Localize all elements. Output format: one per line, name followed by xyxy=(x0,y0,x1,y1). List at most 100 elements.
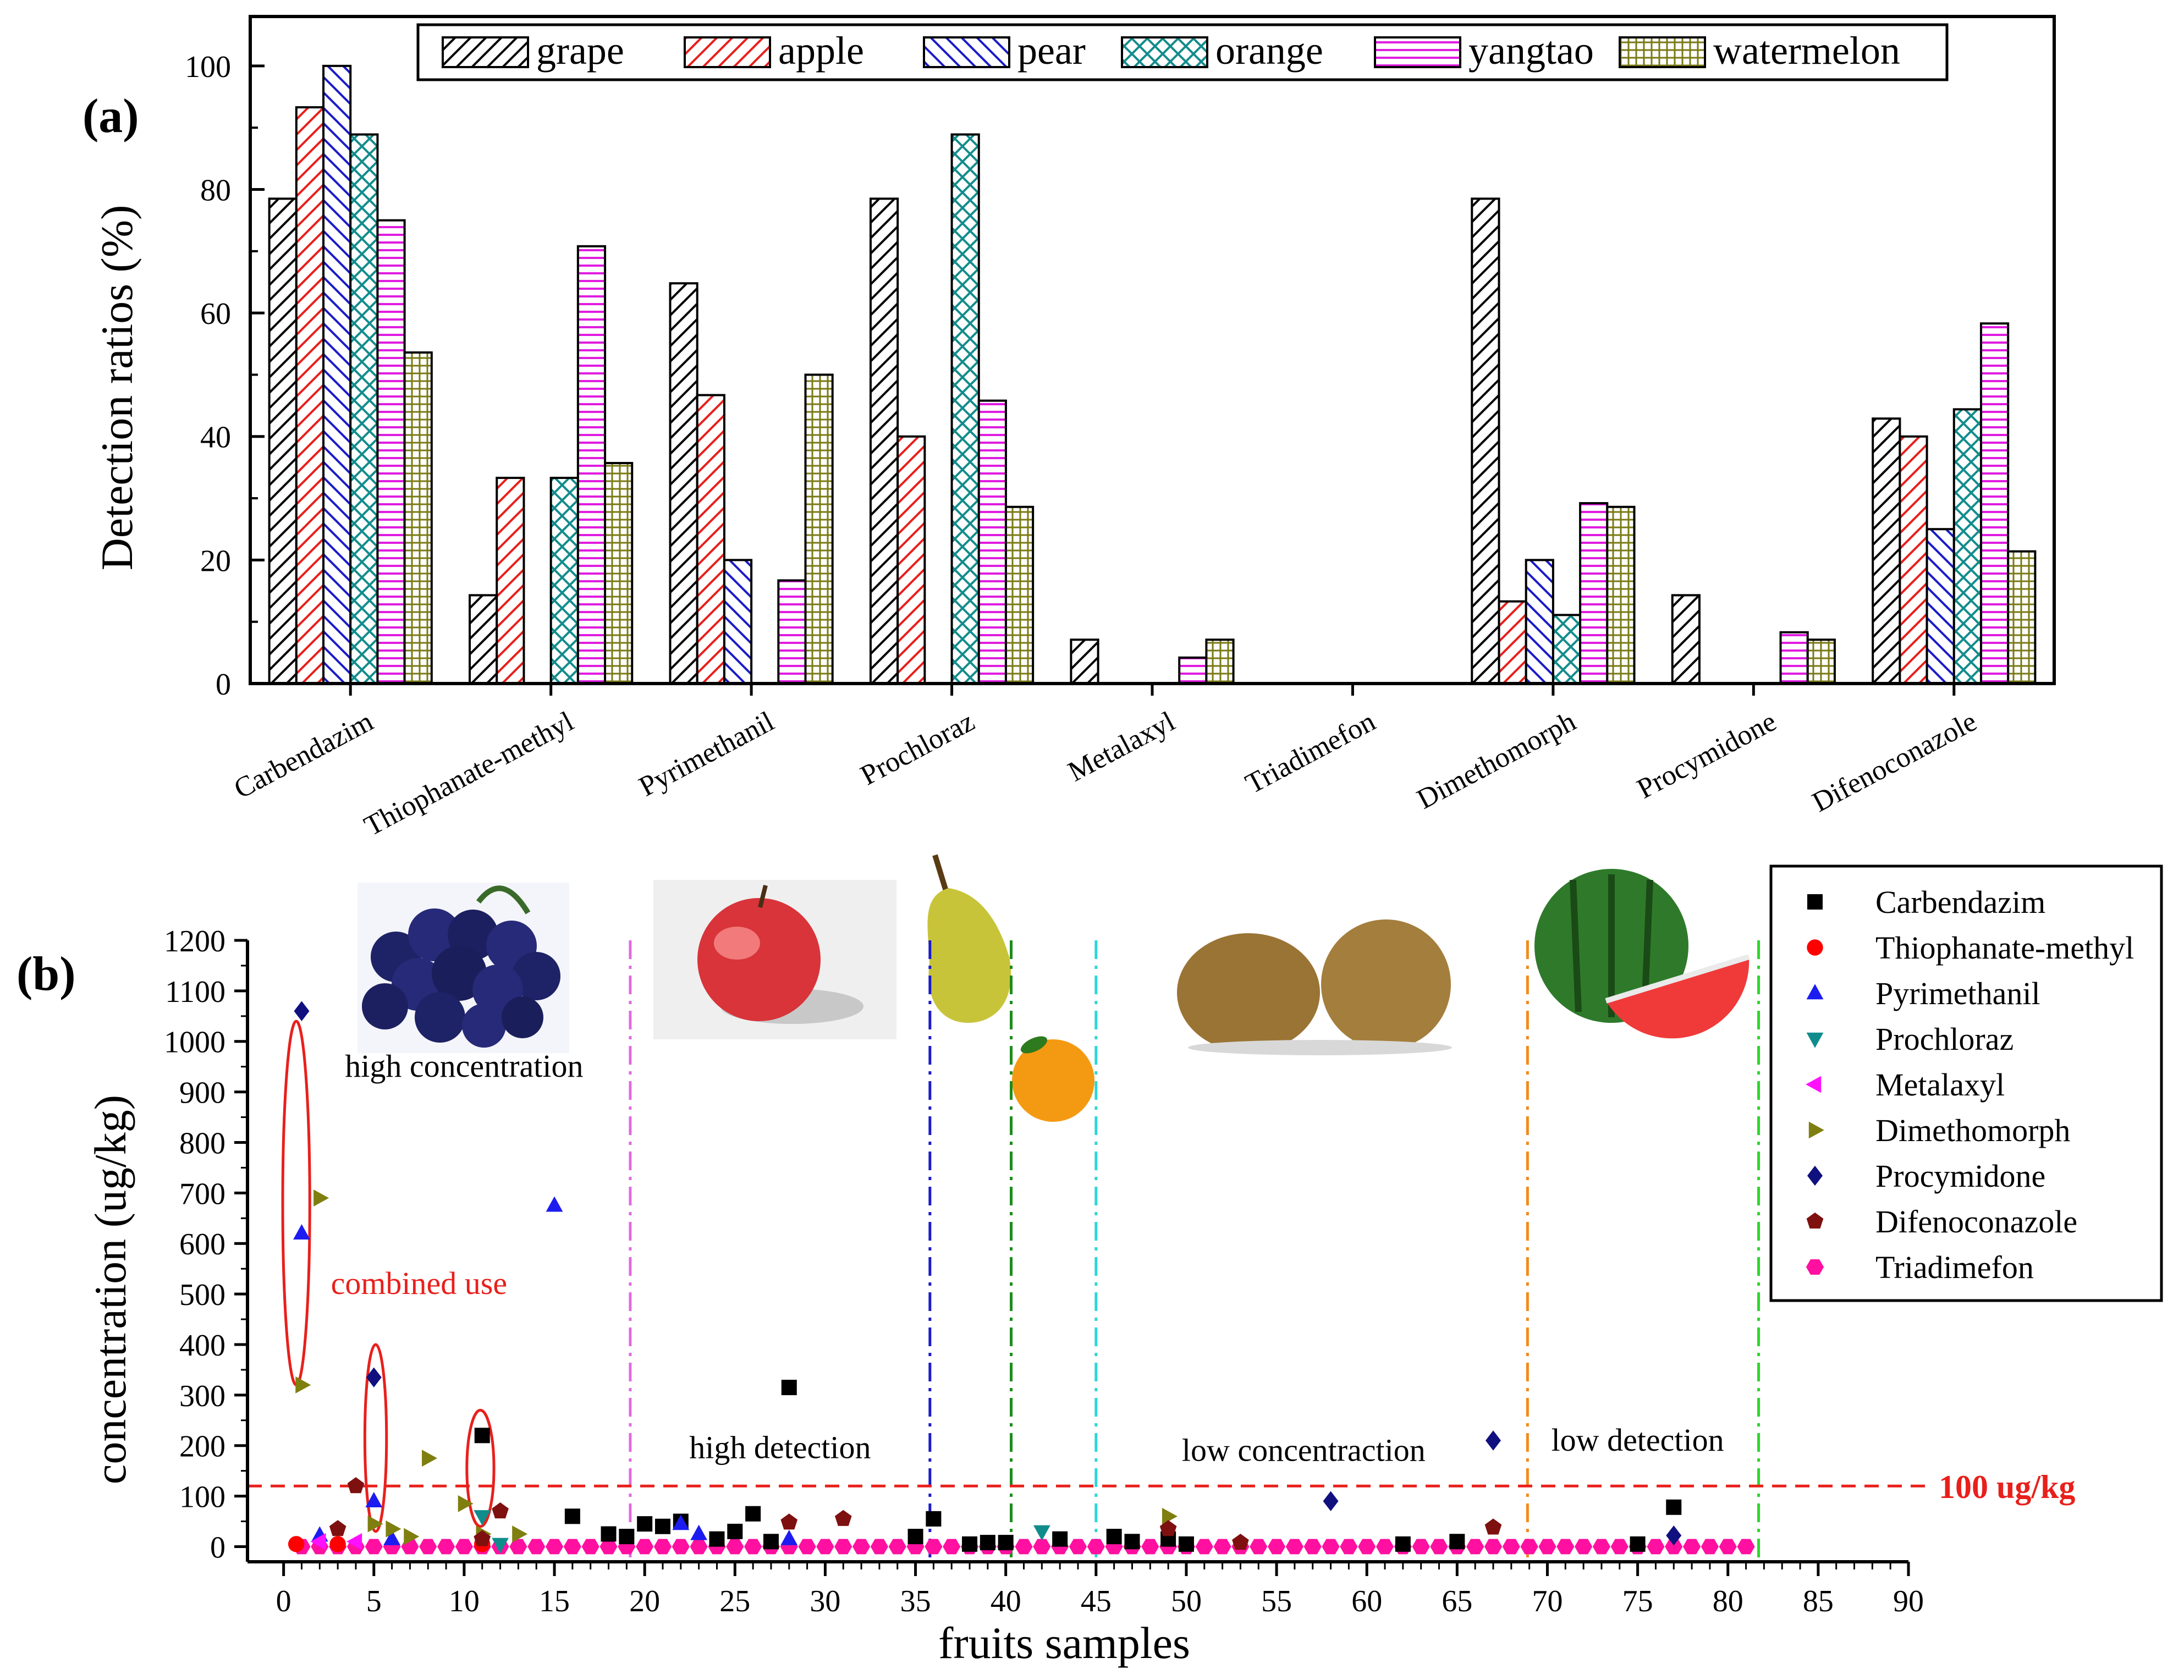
bar-apple-thiophanate-methyl xyxy=(496,476,525,685)
bar-yangtao-prochloraz xyxy=(977,399,1007,685)
bar-apple-carbendazim xyxy=(295,106,325,685)
point-triadimefon xyxy=(599,1539,618,1555)
y-tick-label-b: 1100 xyxy=(165,975,225,1009)
point-pyrimethanil xyxy=(293,1224,310,1240)
point-dimethomorph xyxy=(367,1515,383,1533)
point-triadimefon xyxy=(1340,1539,1358,1555)
bar-grape-prochloraz xyxy=(869,197,899,685)
legend-marker-dimethomorph xyxy=(1808,1121,1824,1139)
point-triadimefon xyxy=(816,1539,834,1555)
bar-yangtao-difenoconazole xyxy=(1979,322,2010,685)
x-tick-label-b: 55 xyxy=(1261,1584,1292,1618)
point-procymidone xyxy=(1486,1430,1501,1451)
x-tick-label-b: 45 xyxy=(1081,1584,1112,1618)
point-procymidone xyxy=(366,1367,382,1387)
x-tick-label-a: Thiophanate-methyl xyxy=(359,706,579,842)
point-carbendazim xyxy=(637,1516,653,1532)
legend-marker-procymidone xyxy=(1807,1165,1823,1186)
combined-use-ellipse xyxy=(465,1408,496,1528)
x-tick-label-b: 80 xyxy=(1713,1584,1743,1618)
legend-label-orange: orange xyxy=(1215,29,1323,73)
point-triadimefon xyxy=(852,1539,871,1555)
point-triadimefon xyxy=(1069,1539,1087,1555)
point-carbendazim xyxy=(1630,1536,1646,1552)
legend-swatch-apple xyxy=(684,36,771,68)
y-tick-label-b: 700 xyxy=(179,1177,225,1211)
point-carbendazim xyxy=(1666,1499,1682,1515)
bar-watermelon-dimethomorph xyxy=(1606,505,1636,685)
point-triadimefon xyxy=(925,1539,943,1555)
y-tick-label-a: 100 xyxy=(185,50,231,84)
x-tick-label-a: Procymidone xyxy=(1632,706,1781,805)
point-triadimefon xyxy=(672,1539,690,1555)
legend-label-triadimefon: Triadimefon xyxy=(1875,1249,2034,1285)
point-dimethomorph xyxy=(386,1520,401,1538)
bar-watermelon-prochloraz xyxy=(1004,505,1035,685)
point-triadimefon xyxy=(1033,1539,1051,1555)
legend-marker-carbendazim xyxy=(1807,894,1823,910)
legend-label-procymidone: Procymidone xyxy=(1875,1158,2045,1194)
point-procymidone xyxy=(1323,1491,1339,1511)
point-dimethomorph xyxy=(295,1376,311,1393)
y-axis-label-b: concentration (ug/kg) xyxy=(85,1095,135,1484)
point-triadimefon xyxy=(1322,1539,1340,1555)
point-carbendazim xyxy=(763,1534,779,1550)
point-carbendazim xyxy=(926,1511,942,1527)
point-triadimefon xyxy=(1719,1539,1737,1555)
point-triadimefon xyxy=(1430,1539,1448,1555)
point-carbendazim xyxy=(1124,1534,1140,1550)
bar-grape-difenoconazole xyxy=(1872,417,1901,685)
point-triadimefon xyxy=(1610,1539,1629,1555)
point-thiophanate-methyl xyxy=(329,1536,346,1552)
bar-grape-pyrimethanil xyxy=(669,282,698,685)
point-triadimefon xyxy=(943,1539,961,1555)
bar-pear-difenoconazole xyxy=(1926,528,1955,685)
point-triadimefon xyxy=(1502,1539,1520,1555)
legend-marker-metalaxyl xyxy=(1806,1076,1822,1093)
bar-grape-carbendazim xyxy=(268,197,298,685)
point-difenoconazole xyxy=(1232,1533,1249,1550)
point-carbendazim xyxy=(980,1535,995,1551)
bar-yangtao-thiophanate-methyl xyxy=(576,245,607,685)
bar-grape-metalaxyl xyxy=(1070,638,1099,685)
bar-yangtao-metalaxyl xyxy=(1178,656,1208,685)
fruit-pictures xyxy=(357,854,1750,1122)
bar-watermelon-procymidone xyxy=(1806,638,1836,685)
bar-apple-pyrimethanil xyxy=(696,394,725,685)
bar-watermelon-thiophanate-methyl xyxy=(604,462,634,685)
point-triadimefon xyxy=(527,1539,546,1555)
y-tick-label-b: 1200 xyxy=(164,924,225,959)
point-difenoconazole xyxy=(347,1477,365,1494)
legend-label-metalaxyl: Metalaxyl xyxy=(1875,1067,2005,1103)
point-dimethomorph xyxy=(404,1528,420,1545)
legend-label-pyrimethanil: Pyrimethanil xyxy=(1875,976,2040,1011)
combined-use-ellipse xyxy=(363,1343,388,1533)
point-carbendazim xyxy=(1178,1536,1194,1552)
point-dimethomorph xyxy=(422,1450,438,1467)
point-carbendazim xyxy=(564,1508,580,1524)
x-tick-label-b: 30 xyxy=(810,1584,840,1618)
bar-apple-prochloraz xyxy=(896,435,926,685)
y-tick-label-b: 500 xyxy=(179,1278,225,1312)
annotation-text: high detection xyxy=(689,1430,871,1466)
point-difenoconazole xyxy=(329,1520,346,1536)
point-dimethomorph xyxy=(1162,1507,1178,1525)
legend-label-carbendazim: Carbendazim xyxy=(1875,884,2045,920)
point-carbendazim xyxy=(1395,1536,1411,1552)
x-tick-label-b: 15 xyxy=(539,1584,570,1618)
panel-label-b: (b) xyxy=(16,948,76,1001)
point-triadimefon xyxy=(1538,1539,1556,1555)
bar-orange-prochloraz xyxy=(950,133,980,685)
point-difenoconazole xyxy=(1159,1520,1177,1536)
point-pyrimethanil xyxy=(546,1196,563,1212)
point-triadimefon xyxy=(1701,1539,1719,1555)
legend-marker-thiophanate-methyl xyxy=(1807,939,1823,956)
x-tick-label-b: 20 xyxy=(629,1584,660,1618)
point-triadimefon xyxy=(888,1539,906,1555)
x-tick-label-a: Metalaxyl xyxy=(1063,706,1180,787)
point-triadimefon xyxy=(581,1539,599,1555)
legend-swatch-orange xyxy=(1121,36,1208,68)
y-tick-label-b: 200 xyxy=(179,1430,225,1464)
point-metalaxyl xyxy=(346,1533,362,1550)
point-pyrimethanil xyxy=(365,1491,383,1507)
